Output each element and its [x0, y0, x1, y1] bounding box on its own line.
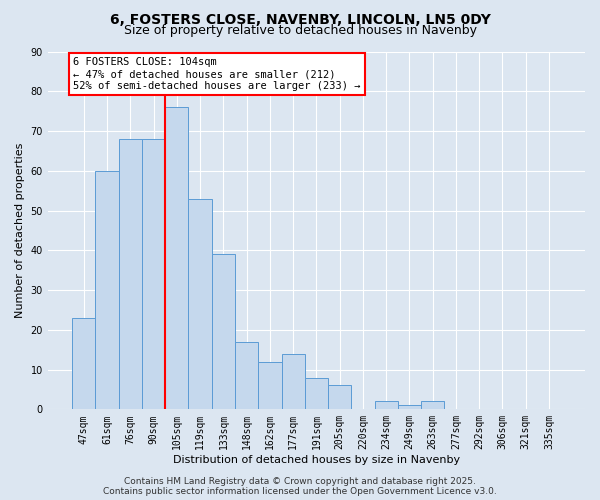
Bar — [374, 402, 398, 409]
Text: 6, FOSTERS CLOSE, NAVENBY, LINCOLN, LN5 0DY: 6, FOSTERS CLOSE, NAVENBY, LINCOLN, LN5 … — [110, 12, 490, 26]
Bar — [119, 139, 142, 409]
Bar — [421, 402, 445, 409]
Bar — [95, 171, 119, 410]
Bar — [235, 342, 258, 409]
Bar — [188, 198, 212, 410]
Y-axis label: Number of detached properties: Number of detached properties — [15, 142, 25, 318]
Bar — [258, 362, 281, 410]
Bar — [398, 406, 421, 409]
Bar — [142, 139, 165, 409]
Bar — [281, 354, 305, 410]
Text: 6 FOSTERS CLOSE: 104sqm
← 47% of detached houses are smaller (212)
52% of semi-d: 6 FOSTERS CLOSE: 104sqm ← 47% of detache… — [73, 58, 361, 90]
Text: Contains HM Land Registry data © Crown copyright and database right 2025.
Contai: Contains HM Land Registry data © Crown c… — [103, 476, 497, 496]
Bar — [305, 378, 328, 410]
Bar — [328, 386, 351, 409]
Bar — [165, 107, 188, 410]
Bar — [72, 318, 95, 410]
X-axis label: Distribution of detached houses by size in Navenby: Distribution of detached houses by size … — [173, 455, 460, 465]
Text: Size of property relative to detached houses in Navenby: Size of property relative to detached ho… — [124, 24, 476, 37]
Bar — [212, 254, 235, 410]
